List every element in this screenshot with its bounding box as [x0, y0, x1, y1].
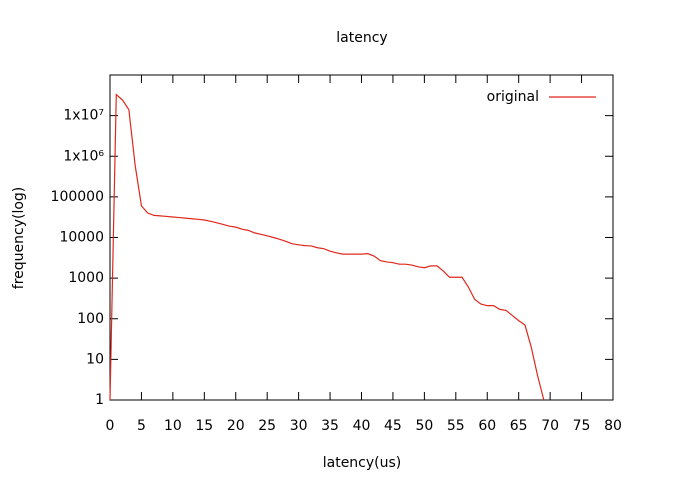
x-tick-label: 50 [415, 418, 433, 434]
x-tick-label: 40 [353, 418, 371, 434]
y-tick-label: 1x10⁷ [63, 108, 104, 124]
y-tick-label: 100000 [51, 189, 104, 205]
legend-label: original [487, 89, 539, 105]
y-tick-label: 1x10⁶ [63, 148, 104, 164]
y-tick-label: 10000 [59, 230, 104, 246]
data-line [109, 93, 545, 401]
x-tick-label: 5 [137, 418, 146, 434]
x-tick-label: 60 [478, 418, 496, 434]
x-tick-label: 20 [227, 418, 245, 434]
x-tick-label: 30 [290, 418, 308, 434]
x-tick-label: 70 [541, 418, 559, 434]
x-axis-label: latency(us) [323, 455, 402, 471]
x-tick-label: 35 [321, 418, 339, 434]
y-tick-label: 100 [77, 311, 104, 327]
y-tick-label: 10 [86, 351, 104, 367]
x-tick-label: 55 [447, 418, 465, 434]
y-axis-label: frequency(log) [11, 187, 27, 289]
x-tick-label: 80 [604, 418, 622, 434]
chart-title: latency [336, 30, 387, 46]
y-tick-label: 1000 [68, 270, 104, 286]
x-tick-label: 15 [195, 418, 213, 434]
x-tick-label: 0 [106, 418, 115, 434]
x-tick-label: 75 [573, 418, 591, 434]
x-tick-label: 65 [510, 418, 528, 434]
x-tick-label: 25 [258, 418, 276, 434]
x-tick-label: 45 [384, 418, 402, 434]
y-tick-label: 1 [95, 392, 104, 408]
x-tick-label: 10 [164, 418, 182, 434]
